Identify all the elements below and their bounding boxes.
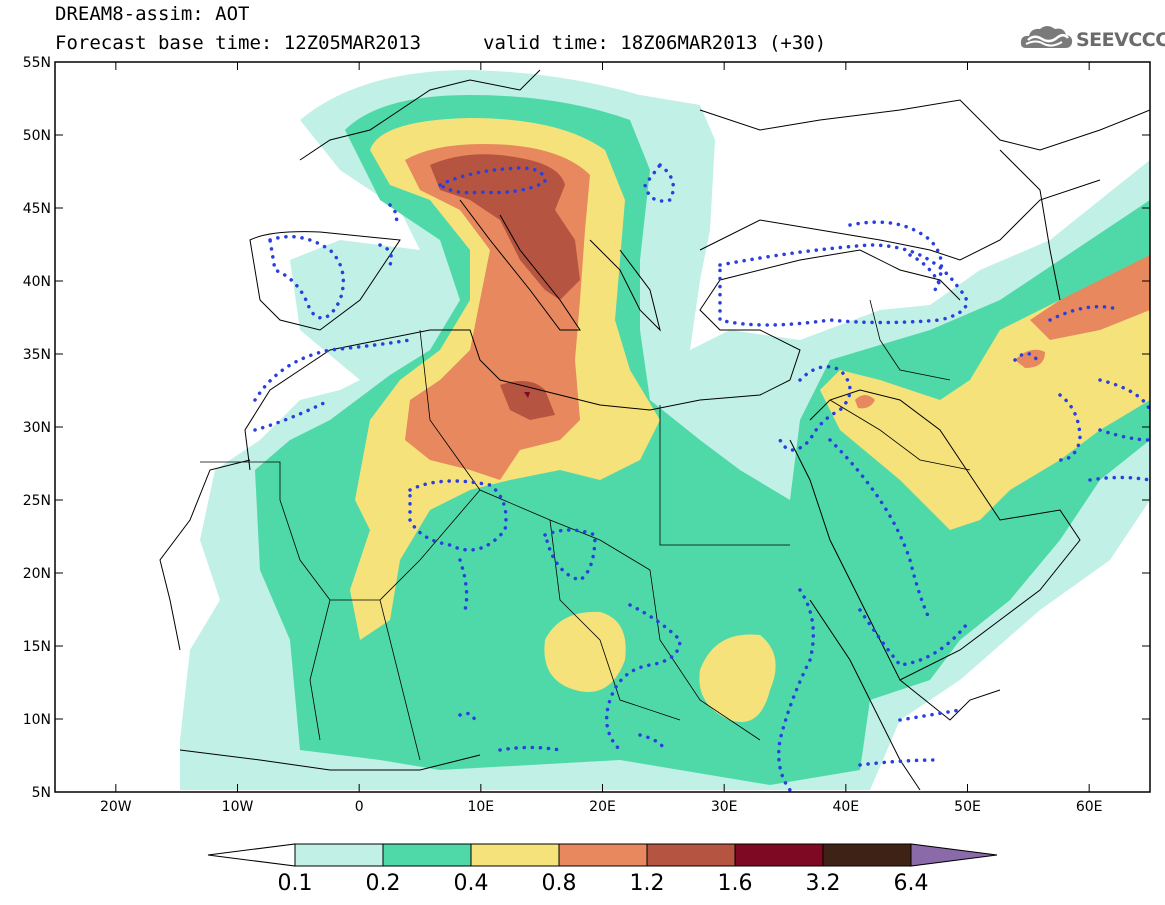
dust-contours bbox=[253, 162, 1150, 792]
lat-tick-label: 5N bbox=[32, 785, 51, 801]
colorbar-swatch bbox=[558, 843, 648, 867]
title-line-1: DREAM8-assim: AOT bbox=[55, 3, 250, 25]
lat-tick-label: 20N bbox=[23, 566, 51, 582]
colorbar-label: 0.8 bbox=[541, 871, 577, 896]
aot-region-1.6 bbox=[524, 392, 530, 398]
aot-region-0.8-b bbox=[1030, 255, 1150, 340]
lat-tick-label: 45N bbox=[23, 201, 51, 217]
title-line-2: Forecast base time: 12Z05MAR2013 bbox=[55, 32, 422, 54]
lat-tick-label: 50N bbox=[23, 128, 51, 144]
colorbar-swatch bbox=[734, 843, 824, 867]
colorbar-swatch bbox=[470, 843, 560, 867]
lat-tick-label: 35N bbox=[23, 347, 51, 363]
colorbar-label: 0.2 bbox=[365, 871, 401, 896]
aot-region-0.4-c bbox=[544, 611, 626, 692]
colorbar-label: 1.6 bbox=[717, 871, 753, 896]
cloud-icon bbox=[1020, 26, 1073, 48]
lat-tick-label: 55N bbox=[23, 55, 51, 71]
lon-tick-label: 20W bbox=[100, 799, 132, 815]
lon-tick-label: 10E bbox=[467, 799, 494, 815]
lon-tick-label: 30E bbox=[711, 799, 738, 815]
colorbar-swatch bbox=[382, 843, 472, 867]
colorbar-label: 1.2 bbox=[629, 871, 665, 896]
colorbar-swatch bbox=[294, 843, 384, 867]
lon-tick-label: 20E bbox=[589, 799, 616, 815]
lat-tick-label: 15N bbox=[23, 639, 51, 655]
lat-tick-label: 10N bbox=[23, 712, 51, 728]
country-borders bbox=[200, 299, 971, 761]
lon-tick-label: 50E bbox=[954, 799, 981, 815]
colorbar-swatch bbox=[646, 843, 736, 867]
lon-tick-label: 40E bbox=[832, 799, 859, 815]
colorbar bbox=[207, 843, 998, 867]
lon-axis: 20W 10W 0 10E 20E 30E 40E 50E 60E bbox=[100, 799, 1103, 815]
coastlines bbox=[159, 69, 1150, 791]
colorbar-low-arrow bbox=[207, 843, 296, 867]
valid-time-label: valid time: 18Z06MAR2013 (+30) bbox=[483, 32, 827, 54]
colorbar-high-arrow bbox=[910, 843, 998, 867]
aot-field bbox=[180, 70, 1150, 790]
aot-region-0.4-d bbox=[699, 634, 776, 722]
lon-tick-label: 60E bbox=[1076, 799, 1103, 815]
colorbar-label: 6.4 bbox=[893, 871, 929, 896]
aot-region-1.2 bbox=[430, 154, 580, 300]
colorbar-swatch bbox=[822, 843, 912, 867]
lon-tick-label: 0 bbox=[355, 799, 364, 815]
seevccc-logo: SEEVCCC bbox=[1018, 22, 1165, 58]
colorbar-label: 0.1 bbox=[277, 871, 313, 896]
lat-tick-label: 25N bbox=[23, 493, 51, 509]
aot-region-0.8-d bbox=[855, 395, 875, 409]
logo-text: SEEVCCC bbox=[1076, 29, 1165, 51]
lat-axis: 55N 50N 45N 40N 35N 30N 25N 20N 15N 10N 5N bbox=[23, 55, 51, 801]
lat-tick-label: 30N bbox=[23, 420, 51, 436]
lat-tick-label: 40N bbox=[23, 274, 51, 290]
axis-ticks bbox=[55, 61, 1150, 793]
lon-tick-label: 10W bbox=[222, 799, 254, 815]
colorbar-label: 3.2 bbox=[805, 871, 841, 896]
colorbar-label: 0.4 bbox=[453, 871, 489, 896]
